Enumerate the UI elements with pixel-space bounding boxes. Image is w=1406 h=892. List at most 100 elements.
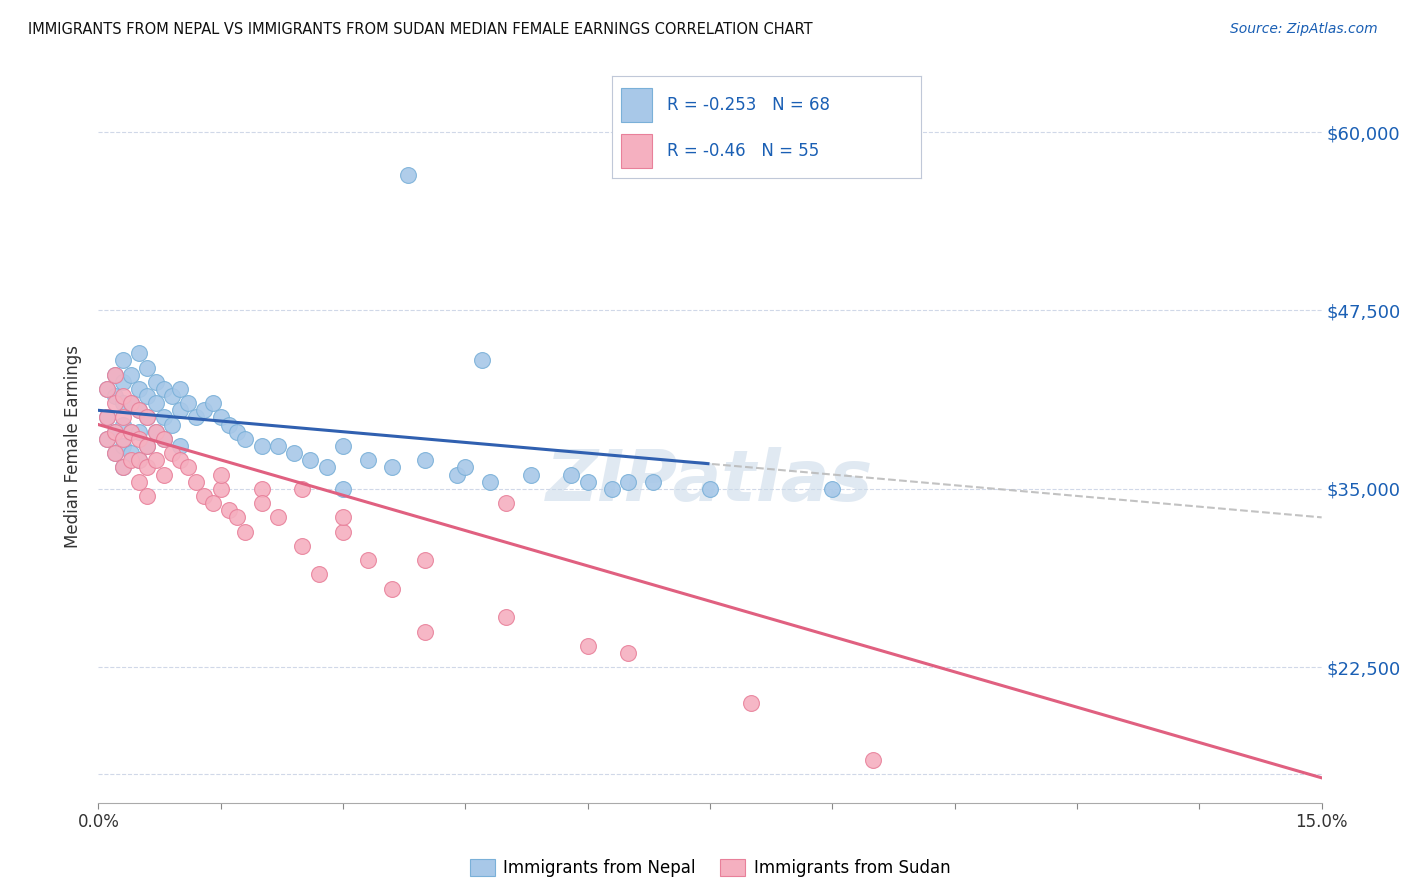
Point [250, 496, 273, 510]
Point [120, 453, 142, 467]
Point [218, 503, 240, 517]
Point [104, 446, 127, 460]
Point [576, 475, 599, 489]
Point [186, 475, 208, 489]
Point [478, 475, 501, 489]
Point [96, 410, 118, 425]
Point [136, 439, 159, 453]
Point [145, 425, 167, 439]
Point [495, 610, 517, 624]
Point [152, 382, 174, 396]
Point [193, 489, 215, 503]
Point [111, 375, 134, 389]
Point [519, 467, 541, 482]
Point [128, 425, 150, 439]
Point [381, 460, 404, 475]
Point [209, 482, 232, 496]
Point [111, 432, 134, 446]
Point [413, 624, 436, 639]
Point [104, 396, 127, 410]
Point [96, 410, 118, 425]
Point [104, 389, 127, 403]
Text: R = -0.46   N = 55: R = -0.46 N = 55 [668, 142, 820, 160]
Point [233, 524, 256, 539]
Text: R = -0.253   N = 68: R = -0.253 N = 68 [668, 95, 831, 113]
Point [413, 453, 436, 467]
Point [177, 460, 200, 475]
Point [186, 410, 208, 425]
Point [152, 432, 174, 446]
Point [145, 396, 167, 410]
Point [209, 467, 232, 482]
Point [617, 646, 640, 660]
Point [136, 460, 159, 475]
Point [111, 417, 134, 432]
Point [356, 553, 378, 567]
Point [111, 460, 134, 475]
Point [471, 353, 494, 368]
Point [120, 425, 142, 439]
Point [136, 389, 159, 403]
Point [454, 460, 477, 475]
Point [136, 410, 159, 425]
Point [356, 453, 378, 467]
Point [821, 482, 844, 496]
Point [104, 425, 127, 439]
Point [136, 360, 159, 375]
Point [226, 510, 249, 524]
Y-axis label: Median Female Earnings: Median Female Earnings [65, 344, 83, 548]
Point [128, 453, 150, 467]
Point [250, 482, 273, 496]
Point [111, 396, 134, 410]
Point [136, 489, 159, 503]
Point [136, 410, 159, 425]
Point [128, 432, 150, 446]
Point [201, 496, 224, 510]
Point [128, 403, 150, 417]
Point [193, 403, 215, 417]
Point [332, 482, 354, 496]
Point [120, 368, 142, 382]
Point [120, 396, 142, 410]
Point [145, 453, 167, 467]
Point [283, 446, 305, 460]
FancyBboxPatch shape [621, 135, 652, 168]
Point [111, 389, 134, 403]
Point [218, 417, 240, 432]
Point [740, 696, 762, 710]
Point [641, 475, 664, 489]
Point [96, 432, 118, 446]
Point [120, 446, 142, 460]
Point [120, 396, 142, 410]
Point [699, 482, 721, 496]
Legend: Immigrants from Nepal, Immigrants from Sudan: Immigrants from Nepal, Immigrants from S… [463, 852, 957, 884]
Point [250, 439, 273, 453]
Point [332, 439, 354, 453]
Point [291, 482, 314, 496]
Text: IMMIGRANTS FROM NEPAL VS IMMIGRANTS FROM SUDAN MEDIAN FEMALE EARNINGS CORRELATIO: IMMIGRANTS FROM NEPAL VS IMMIGRANTS FROM… [28, 22, 813, 37]
Point [169, 403, 191, 417]
Point [226, 425, 249, 439]
Point [111, 439, 134, 453]
Point [136, 439, 159, 453]
Point [315, 460, 337, 475]
Point [145, 425, 167, 439]
Point [160, 446, 183, 460]
Point [267, 510, 290, 524]
Point [145, 375, 167, 389]
Point [152, 467, 174, 482]
Point [128, 346, 150, 360]
Point [128, 403, 150, 417]
Point [111, 410, 134, 425]
Point [160, 389, 183, 403]
Point [413, 553, 436, 567]
Point [111, 353, 134, 368]
Point [396, 168, 419, 182]
Point [111, 460, 134, 475]
Text: Source: ZipAtlas.com: Source: ZipAtlas.com [1230, 22, 1378, 37]
Point [128, 475, 150, 489]
Point [495, 496, 517, 510]
Point [209, 410, 232, 425]
Point [96, 382, 118, 396]
Point [104, 446, 127, 460]
